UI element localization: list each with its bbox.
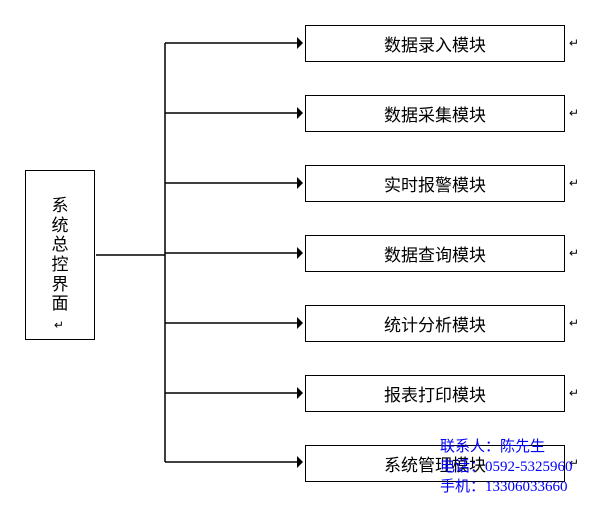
root-node: 系统总控界面 — [25, 170, 95, 340]
return-mark: ↵ — [569, 246, 579, 261]
module-label: 统计分析模块 — [384, 311, 486, 336]
root-label-char: 总 — [52, 235, 69, 255]
module-label: 数据采集模块 — [384, 101, 486, 126]
return-mark: ↵ — [569, 106, 579, 121]
contact-line: 电话：0592-5325960 — [440, 455, 573, 476]
module-node: 报表打印模块 — [305, 375, 565, 412]
module-node: 数据采集模块 — [305, 95, 565, 132]
root-label-char: 系 — [52, 196, 69, 216]
module-label: 报表打印模块 — [384, 381, 486, 406]
contact-line: 手机：13306033660 — [440, 475, 568, 496]
module-node: 统计分析模块 — [305, 305, 565, 342]
module-label: 实时报警模块 — [384, 171, 486, 196]
return-mark: ↵ — [569, 316, 579, 331]
module-node: 数据查询模块 — [305, 235, 565, 272]
return-mark: ↵ — [54, 318, 64, 333]
return-mark: ↵ — [569, 386, 579, 401]
return-mark: ↵ — [569, 36, 579, 51]
module-label: 数据录入模块 — [384, 31, 486, 56]
contact-line: 联系人：陈先生 — [440, 435, 545, 456]
module-label: 数据查询模块 — [384, 241, 486, 266]
root-label-char: 界 — [52, 275, 69, 295]
module-node: 数据录入模块 — [305, 25, 565, 62]
return-mark: ↵ — [569, 176, 579, 191]
module-node: 实时报警模块 — [305, 165, 565, 202]
root-label-char: 控 — [52, 255, 69, 275]
root-label-char: 面 — [52, 294, 69, 314]
root-label-char: 统 — [52, 216, 69, 236]
